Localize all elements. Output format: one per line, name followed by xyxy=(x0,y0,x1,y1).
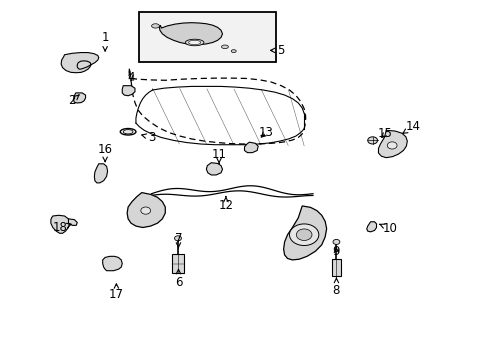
Polygon shape xyxy=(102,256,122,271)
Text: 15: 15 xyxy=(377,127,392,140)
Text: 9: 9 xyxy=(332,245,340,258)
Polygon shape xyxy=(366,222,376,232)
Text: 1: 1 xyxy=(101,31,109,51)
Ellipse shape xyxy=(231,50,236,53)
Ellipse shape xyxy=(123,130,133,134)
Bar xyxy=(139,12,276,62)
Text: 18: 18 xyxy=(52,221,71,234)
Polygon shape xyxy=(61,53,99,73)
Polygon shape xyxy=(51,215,69,233)
Text: 16: 16 xyxy=(98,143,112,162)
Bar xyxy=(331,259,341,276)
Text: 3: 3 xyxy=(142,131,155,144)
Text: 17: 17 xyxy=(109,284,123,301)
Circle shape xyxy=(141,207,150,214)
Text: 2: 2 xyxy=(68,94,79,107)
Text: 8: 8 xyxy=(332,278,340,297)
Text: 5: 5 xyxy=(270,44,285,57)
Ellipse shape xyxy=(151,24,159,28)
Polygon shape xyxy=(283,206,326,260)
Circle shape xyxy=(174,236,181,241)
Polygon shape xyxy=(244,142,258,153)
Polygon shape xyxy=(127,193,165,228)
Polygon shape xyxy=(378,130,407,158)
Ellipse shape xyxy=(221,45,228,49)
Polygon shape xyxy=(206,163,222,175)
Circle shape xyxy=(386,142,396,149)
Ellipse shape xyxy=(188,40,201,45)
Bar xyxy=(172,254,183,273)
Text: 14: 14 xyxy=(402,120,420,134)
Text: 13: 13 xyxy=(259,126,273,139)
Polygon shape xyxy=(94,164,107,183)
Text: 7: 7 xyxy=(174,232,182,248)
Text: 4: 4 xyxy=(127,71,135,84)
Text: 10: 10 xyxy=(379,222,397,235)
Circle shape xyxy=(289,224,318,246)
Circle shape xyxy=(296,229,311,240)
Polygon shape xyxy=(159,23,222,45)
Circle shape xyxy=(367,137,377,144)
Ellipse shape xyxy=(185,39,203,46)
Polygon shape xyxy=(73,93,85,103)
Polygon shape xyxy=(68,219,77,225)
Text: 6: 6 xyxy=(174,269,182,289)
Polygon shape xyxy=(122,86,135,96)
Text: 12: 12 xyxy=(218,197,233,212)
Circle shape xyxy=(332,239,339,244)
Text: 11: 11 xyxy=(211,148,226,163)
